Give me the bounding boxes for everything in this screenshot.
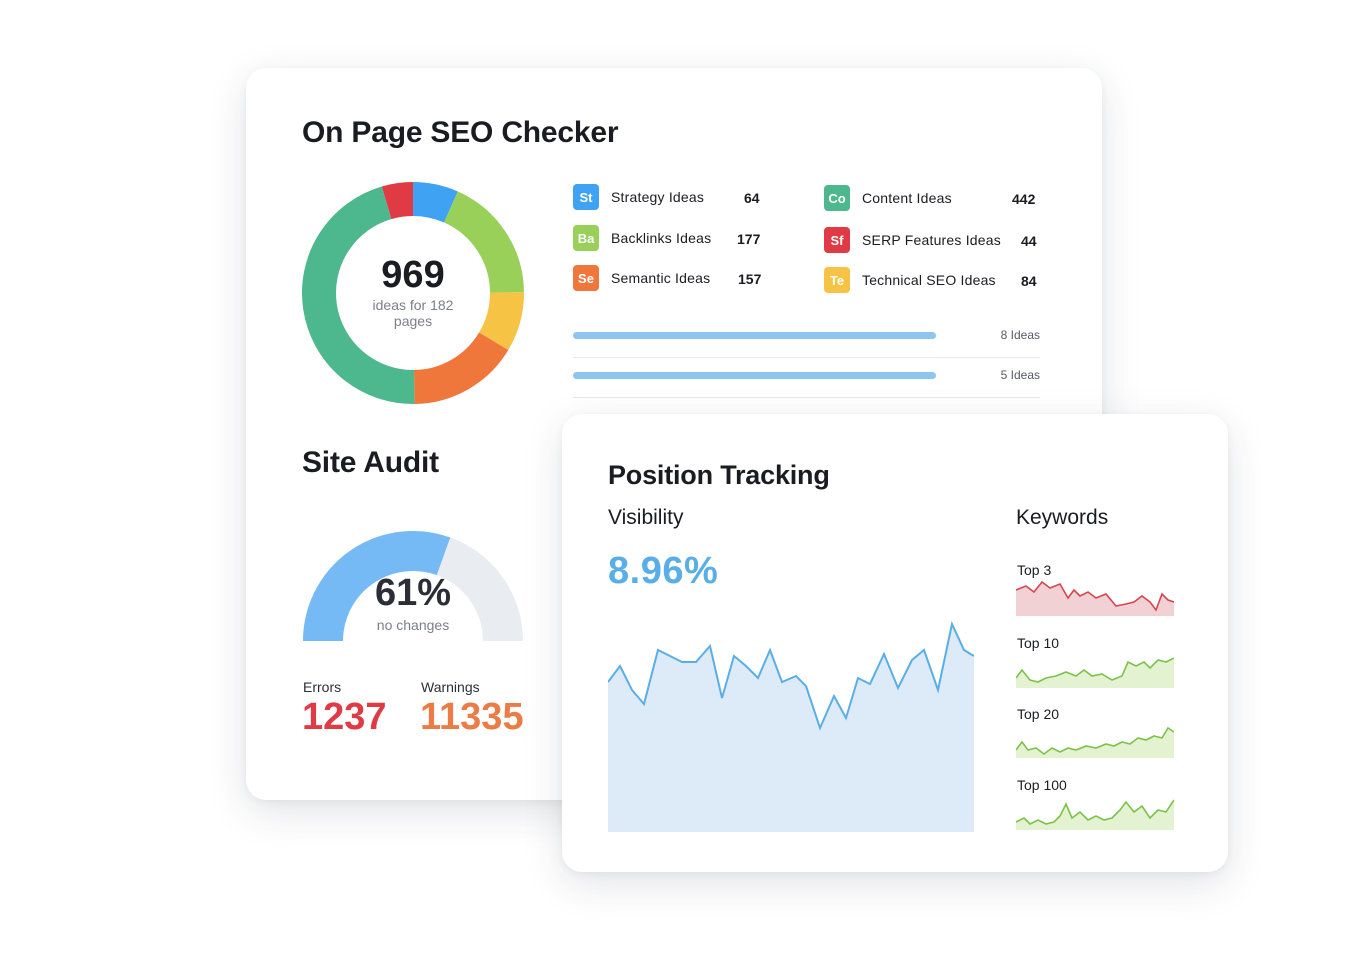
warnings-label: Warnings [421, 679, 480, 695]
ideas-bar-label: 5 Ideas [1000, 368, 1040, 382]
audit-caption: no changes [376, 617, 450, 633]
idea-label: Content Ideas [862, 190, 952, 206]
visibility-label: Visibility [608, 506, 684, 529]
idea-strategy[interactable]: St Strategy Ideas [573, 184, 704, 210]
idea-count: 177 [737, 231, 761, 247]
idea-content[interactable]: Co Content Ideas [824, 185, 952, 211]
content-badge: Co [824, 185, 850, 211]
visibility-value: 8.96% [608, 550, 719, 592]
semantic-badge: Se [573, 265, 599, 291]
keyword-group-label: Top 20 [1017, 706, 1060, 722]
idea-count: 84 [1021, 273, 1037, 289]
donut-segment-co[interactable] [302, 186, 415, 404]
site-audit-gauge-svg [303, 531, 523, 642]
top100-spark-fill [1016, 800, 1174, 830]
technical-seo-badge: Te [824, 267, 850, 293]
position-tracking-card: Position Tracking Visibility 8.96% Keywo… [562, 414, 1228, 872]
idea-technical-seo[interactable]: Te Technical SEO Ideas [824, 267, 996, 293]
donut-segment-se[interactable] [413, 331, 509, 404]
warnings-value[interactable]: 11335 [420, 696, 524, 738]
ideas-bar-fill [573, 372, 936, 379]
idea-count: 64 [744, 190, 760, 206]
idea-count: 157 [738, 271, 762, 287]
ideas-bar-row[interactable]: 8 Ideas [573, 318, 1040, 358]
top100-sparkline[interactable] [1016, 792, 1174, 830]
ideas-donut-svg [302, 182, 524, 404]
ideas-donut-chart: 969 ideas for 182 pages [302, 182, 524, 404]
top10-spark-fill [1016, 658, 1174, 688]
top100-spark-line [1016, 799, 1174, 825]
top20-spark-fill [1016, 728, 1174, 758]
top20-sparkline[interactable] [1016, 722, 1174, 758]
donut-segment-st[interactable] [412, 182, 458, 223]
top3-spark-line [1016, 580, 1174, 612]
keyword-group-label: Top 10 [1017, 635, 1060, 651]
errors-value[interactable]: 1237 [302, 696, 387, 738]
top20-spark-line [1016, 726, 1174, 755]
visibility-area-chart [608, 620, 974, 832]
ideas-bar-row[interactable]: 5 Ideas [573, 358, 1040, 398]
position-tracking-title: Position Tracking [608, 460, 830, 490]
audit-percent: 61% [374, 572, 452, 614]
serp-features-badge: Sf [824, 227, 850, 253]
errors-label: Errors [303, 679, 342, 695]
site-audit-gauge: 61% no changes [302, 504, 524, 644]
idea-label: Technical SEO Ideas [862, 272, 996, 288]
top3-sparkline[interactable] [1016, 578, 1174, 616]
top3-spark-fill [1016, 582, 1174, 616]
site-audit-title: Site Audit [302, 446, 439, 479]
seo-checker-title: On Page SEO Checker [302, 116, 619, 149]
idea-label: Strategy Ideas [611, 189, 705, 205]
keyword-group-label: Top 100 [1017, 777, 1067, 793]
top10-sparkline[interactable] [1016, 652, 1174, 688]
top10-spark-line [1016, 657, 1174, 683]
idea-label: Semantic Ideas [611, 270, 711, 286]
idea-label: SERP Features Ideas [862, 232, 1001, 248]
visibility-line [608, 620, 974, 731]
ideas-total: 969 [381, 253, 445, 296]
strategy-badge: St [573, 184, 599, 210]
ideas-bar-fill [573, 332, 936, 339]
visibility-area-fill [608, 624, 974, 832]
donut-segment-sf[interactable] [381, 182, 414, 220]
ideas-caption: ideas for 182 pages [372, 296, 454, 329]
donut-center: 969 ideas for 182 pages [302, 182, 524, 404]
idea-semantic[interactable]: Se Semantic Ideas [573, 265, 710, 291]
gauge-fill [303, 531, 451, 642]
donut-segment-ba[interactable] [443, 191, 524, 294]
idea-count: 442 [1012, 191, 1036, 207]
donut-segment-te[interactable] [478, 291, 524, 350]
gauge-center: 61% no changes [302, 572, 524, 633]
keywords-label: Keywords [1016, 506, 1109, 529]
idea-label: Backlinks Ideas [611, 230, 712, 246]
keyword-group-label: Top 3 [1017, 562, 1052, 578]
idea-serp-features[interactable]: Sf SERP Features Ideas [824, 227, 1001, 253]
idea-count: 44 [1021, 233, 1037, 249]
idea-backlinks[interactable]: Ba Backlinks Ideas [573, 225, 711, 251]
backlinks-badge: Ba [573, 225, 599, 251]
ideas-bar-label: 8 Ideas [1000, 328, 1040, 342]
